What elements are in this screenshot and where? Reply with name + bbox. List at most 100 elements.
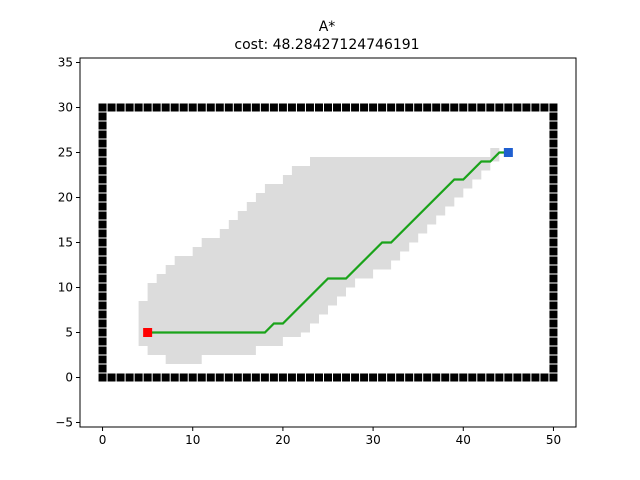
obstacle-cell (98, 247, 107, 256)
obstacle-cell (531, 103, 540, 112)
obstacle-cell (98, 148, 107, 157)
obstacle-cell (161, 103, 170, 112)
obstacle-cell (98, 184, 107, 193)
obstacle-cell (549, 193, 558, 202)
obstacle-cell (423, 103, 432, 112)
obstacle-cell (351, 103, 360, 112)
obstacle-cell (459, 373, 468, 382)
obstacle-cell (549, 256, 558, 265)
obstacle-cell (486, 373, 495, 382)
obstacle-cell (287, 103, 296, 112)
obstacle-cell (143, 103, 152, 112)
obstacle-cell (98, 193, 107, 202)
obstacle-cell (522, 373, 531, 382)
obstacle-cell (206, 373, 215, 382)
obstacle-cell (278, 373, 287, 382)
obstacle-cell (522, 103, 531, 112)
obstacle-cell (549, 328, 558, 337)
obstacle-cell (549, 346, 558, 355)
obstacle-cell (296, 373, 305, 382)
chart-subtitle: cost: 48.28427124746191 (234, 37, 419, 53)
obstacle-cell (98, 292, 107, 301)
obstacle-cell (224, 103, 233, 112)
start-marker (143, 328, 153, 337)
obstacle-cell (197, 103, 206, 112)
obstacle-cell (98, 364, 107, 373)
obstacle-cell (549, 220, 558, 229)
obstacle-cell (98, 139, 107, 148)
obstacle-cell (504, 103, 513, 112)
obstacle-cell (396, 373, 405, 382)
obstacle-cell (414, 373, 423, 382)
x-tick-label: 50 (546, 433, 561, 447)
obstacle-cell (161, 373, 170, 382)
obstacle-cell (549, 184, 558, 193)
obstacle-cell (170, 103, 179, 112)
obstacle-cell (360, 373, 369, 382)
obstacle-cell (549, 166, 558, 175)
obstacle-cell (98, 283, 107, 292)
obstacle-cell (116, 103, 125, 112)
obstacle-cell (260, 103, 269, 112)
obstacle-cell (242, 373, 251, 382)
obstacle-cell (98, 175, 107, 184)
obstacle-cell (251, 103, 260, 112)
obstacle-cell (423, 373, 432, 382)
obstacle-cell (314, 103, 323, 112)
explored-region (138, 148, 500, 364)
path-line (147, 151, 509, 334)
obstacle-cell (504, 373, 513, 382)
obstacle-cell (287, 373, 296, 382)
obstacle-cell (98, 166, 107, 175)
obstacle-cell (486, 103, 495, 112)
obstacle-cell (98, 238, 107, 247)
y-tick-label: 25 (58, 146, 73, 160)
obstacle-cell (549, 229, 558, 238)
obstacle-cell (549, 355, 558, 364)
plot-area (98, 103, 558, 382)
obstacle-cell (278, 103, 287, 112)
obstacle-cell (549, 202, 558, 211)
obstacle-cell (549, 292, 558, 301)
y-tick-label: 30 (58, 101, 73, 115)
obstacle-cell (98, 211, 107, 220)
obstacle-cell (549, 301, 558, 310)
obstacle-cell (369, 103, 378, 112)
obstacle-cell (296, 103, 305, 112)
obstacle-cell (369, 373, 378, 382)
obstacle-cell (98, 337, 107, 346)
obstacle-cell (188, 373, 197, 382)
obstacle-cell (342, 373, 351, 382)
obstacle-cell (125, 373, 134, 382)
obstacle-cell (549, 157, 558, 166)
obstacle-cell (98, 301, 107, 310)
obstacle-cell (513, 103, 522, 112)
obstacle-cell (549, 112, 558, 121)
obstacle-cell (152, 103, 161, 112)
obstacle-cell (450, 103, 459, 112)
obstacle-cell (387, 373, 396, 382)
obstacle-cell (432, 103, 441, 112)
obstacle-cell (513, 373, 522, 382)
obstacle-cell (152, 373, 161, 382)
obstacle-boundary (98, 103, 558, 382)
obstacle-cell (477, 103, 486, 112)
obstacle-cell (549, 274, 558, 283)
axes: 0 10 20 30 40 50 −5 0 5 10 15 20 25 30 35 (55, 56, 561, 448)
obstacle-cell (549, 148, 558, 157)
obstacle-cell (224, 373, 233, 382)
obstacle-cell (540, 373, 549, 382)
obstacle-cell (116, 373, 125, 382)
obstacle-cell (378, 103, 387, 112)
obstacle-cell (333, 103, 342, 112)
obstacle-cell (98, 319, 107, 328)
obstacle-cell (450, 373, 459, 382)
y-tick-label: −5 (55, 416, 73, 430)
obstacle-cell (98, 112, 107, 121)
obstacle-cell (549, 130, 558, 139)
obstacle-cell (333, 373, 342, 382)
obstacle-cell (324, 373, 332, 382)
obstacle-cell (414, 103, 423, 112)
